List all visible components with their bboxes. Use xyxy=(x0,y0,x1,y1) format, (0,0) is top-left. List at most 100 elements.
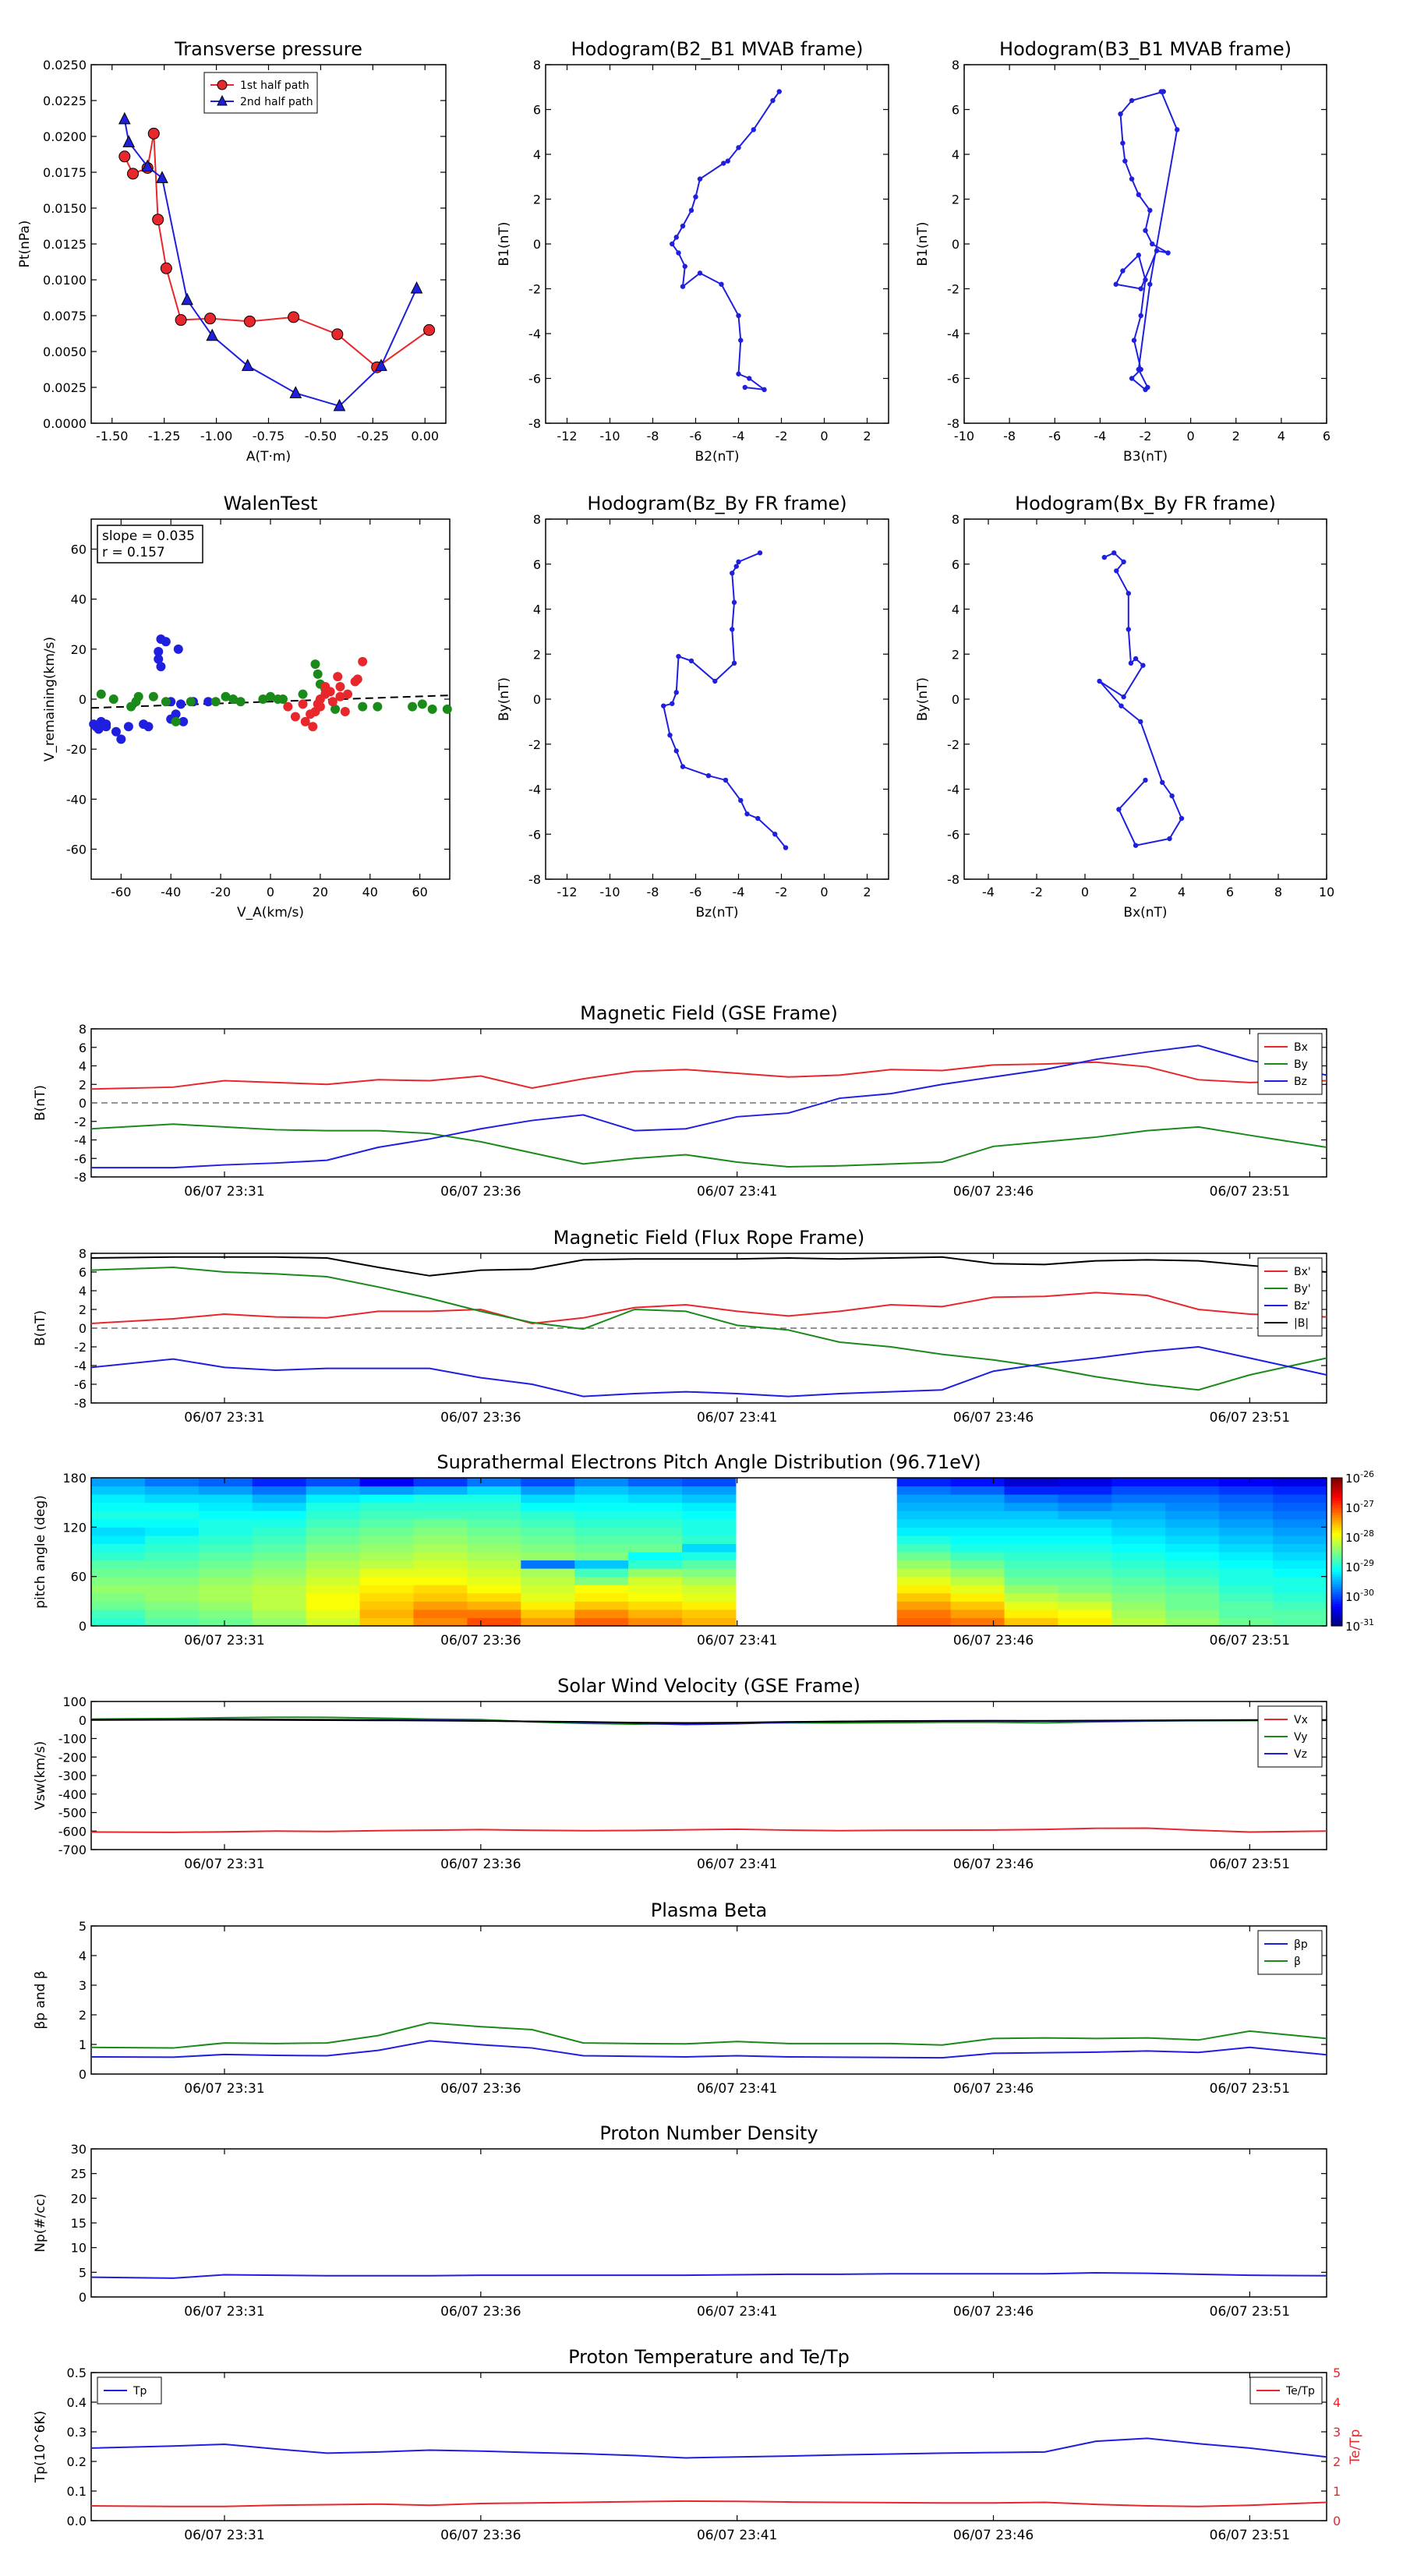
hodogram-bz-by-ytick-label: 2 xyxy=(533,647,541,662)
pad-colorbar-seg xyxy=(1331,1596,1342,1599)
beta-panel: Plasma Beta 0 1 2 3 4 5 06/07 23:31 06/07 23:36 0… xyxy=(33,1899,1327,2097)
pad-colorbar-seg xyxy=(1331,1487,1342,1491)
np-xtick-label: 06/07 23:51 xyxy=(1210,2304,1290,2320)
hodogram-bz-by-point xyxy=(688,658,694,664)
transverse-pressure-xtick-label: -1.00 xyxy=(200,429,232,443)
pad-cell xyxy=(896,1502,952,1511)
pad-colorbar-seg xyxy=(1331,1544,1342,1548)
walen-test-ytick-label: 20 xyxy=(71,642,87,657)
pad-cell xyxy=(1165,1617,1220,1627)
tp-ytick-label: 0.1 xyxy=(67,2484,87,2499)
pad-cell xyxy=(896,1576,952,1585)
hodogram-bx-by-xtick-label: 8 xyxy=(1274,885,1282,899)
hodogram-b3-b1-ytick-label: -8 xyxy=(947,416,959,431)
transverse-pressure-legend xyxy=(203,72,318,114)
pad-cell xyxy=(198,1543,253,1553)
hodogram-b2-b1-point xyxy=(725,158,730,164)
hodogram-bx-by-xtick-label: 0 xyxy=(1081,885,1089,899)
pad-cell xyxy=(682,1592,737,1602)
hodogram-b3-b1-point xyxy=(1136,253,1141,258)
hodogram-b3-b1-ytick-label: 0 xyxy=(952,237,959,252)
hodogram-bx-by-series-line xyxy=(1098,552,1183,846)
mag-fr-ytick-label: 8 xyxy=(79,1246,87,1261)
pad-colorbar-seg xyxy=(1331,1497,1342,1501)
pad-cell xyxy=(1273,1494,1327,1504)
transverse-pressure-point xyxy=(156,171,168,183)
pad-cell xyxy=(144,1518,200,1528)
pad-colorbar-seg xyxy=(1331,1539,1342,1542)
beta-legend xyxy=(1257,1930,1323,1975)
pad-cell xyxy=(574,1478,629,1487)
pad-cell xyxy=(413,1502,468,1511)
pad-cell xyxy=(144,1552,200,1561)
pad-cell xyxy=(1111,1494,1166,1504)
walen-test-point xyxy=(178,716,189,726)
hodogram-b3-b1-title: Hodogram(B3_B1 MVAB frame) xyxy=(999,38,1292,60)
pad-cell xyxy=(1165,1527,1220,1536)
pad-colorbar-seg xyxy=(1331,1514,1342,1518)
pad-colorbar-seg xyxy=(1331,1507,1342,1511)
hodogram-b2-b1-point xyxy=(676,250,681,256)
pad-cell xyxy=(359,1518,414,1528)
walen-test-point xyxy=(228,694,239,704)
beta-ytick-label: 3 xyxy=(79,1978,87,1993)
pad-cell xyxy=(1273,1576,1327,1585)
transverse-pressure-legend-marker xyxy=(217,94,228,106)
pad-colorbar-label: 10-30 xyxy=(1345,1588,1374,1604)
transverse-pressure-xtick-label: 0.00 xyxy=(411,429,439,443)
pad-cell xyxy=(1165,1478,1220,1487)
pad-cell xyxy=(252,1568,307,1578)
pad-cell xyxy=(1004,1609,1058,1618)
np-xtick-label: 06/07 23:31 xyxy=(184,2304,264,2320)
pad-cell xyxy=(896,1478,952,1487)
pad-cell xyxy=(682,1527,737,1536)
transverse-pressure-xlabel: A(T·m) xyxy=(246,449,291,465)
pad-cell xyxy=(1273,1543,1327,1553)
pad-cell xyxy=(896,1494,952,1504)
hodogram-b2-b1-point xyxy=(697,270,703,276)
vsw-series-line xyxy=(90,1827,1327,1833)
pad-cell xyxy=(950,1494,1005,1504)
pad-cell xyxy=(1111,1478,1166,1487)
pad-cell xyxy=(144,1576,200,1585)
pad-cell xyxy=(1058,1494,1112,1504)
pad-cell xyxy=(359,1592,414,1602)
transverse-pressure-series-line xyxy=(123,133,430,369)
pad-cell xyxy=(1058,1543,1112,1553)
pad-cell xyxy=(574,1543,629,1553)
pad-cell xyxy=(413,1535,468,1544)
walen-test-point xyxy=(330,704,341,714)
pad-colorbar-seg xyxy=(1331,1620,1342,1624)
pad-cell xyxy=(1273,1560,1327,1569)
hodogram-bz-by-xtick-label: -4 xyxy=(733,885,745,899)
pad-colorbar-label: 10-26 xyxy=(1345,1469,1374,1486)
mag-gse-xtick-label: 06/07 23:36 xyxy=(440,1184,521,1200)
hodogram-bx-by-point xyxy=(1111,550,1117,556)
pad-cell xyxy=(1111,1502,1166,1511)
pad-cell xyxy=(628,1478,683,1487)
beta-title: Plasma Beta xyxy=(651,1899,767,1921)
pad-cell xyxy=(1273,1478,1327,1487)
hodogram-bx-by-point xyxy=(1121,559,1126,565)
walen-test-point xyxy=(111,726,121,737)
hodogram-bz-by-point xyxy=(661,703,666,708)
mag-gse-ytick-label: -4 xyxy=(74,1133,87,1148)
tp-ytick-label: 0.0 xyxy=(67,2514,87,2528)
pad-cell xyxy=(628,1560,683,1569)
walen-test-ytick-label: 40 xyxy=(71,592,87,607)
walen-test-point xyxy=(315,701,325,712)
transverse-pressure-xtick-label: -1.50 xyxy=(96,429,128,443)
hodogram-bz-by-point xyxy=(757,550,763,556)
pad-cell xyxy=(1058,1535,1112,1544)
pad-cell xyxy=(252,1576,307,1585)
tp-xtick-label: 06/07 23:31 xyxy=(184,2528,264,2543)
vsw-xtick-label: 06/07 23:51 xyxy=(1210,1857,1290,1872)
pad-cell xyxy=(1004,1576,1058,1585)
hodogram-bx-by-point xyxy=(1126,627,1132,632)
pad-cell xyxy=(306,1601,361,1610)
tp-ytick-right-label: 5 xyxy=(1333,2366,1341,2380)
pad-cell xyxy=(91,1502,146,1511)
pad-cell xyxy=(1058,1617,1112,1627)
hodogram-bz-by-frame xyxy=(545,518,889,880)
tp-xtick-label: 06/07 23:41 xyxy=(697,2528,777,2543)
